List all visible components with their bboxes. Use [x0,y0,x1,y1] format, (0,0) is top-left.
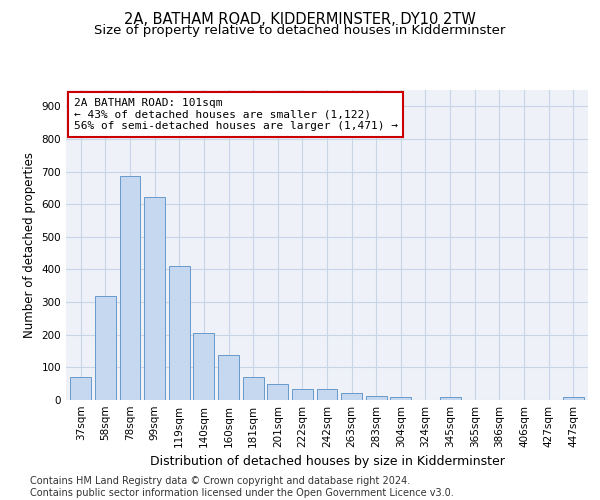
Bar [169,266,190,400]
Bar [95,296,116,400]
Bar [391,398,412,400]
Bar [366,396,387,400]
Bar [218,356,239,400]
Bar [242,377,263,400]
Bar [119,176,140,400]
Bar [292,388,313,400]
Bar [563,398,584,400]
Text: Contains HM Land Registry data © Crown copyright and database right 2024.
Contai: Contains HM Land Registry data © Crown c… [30,476,454,498]
Text: 2A, BATHAM ROAD, KIDDERMINSTER, DY10 2TW: 2A, BATHAM ROAD, KIDDERMINSTER, DY10 2TW [124,12,476,28]
Bar [144,197,165,400]
Text: 2A BATHAM ROAD: 101sqm
← 43% of detached houses are smaller (1,122)
56% of semi-: 2A BATHAM ROAD: 101sqm ← 43% of detached… [74,98,398,131]
Bar [317,388,337,400]
Bar [341,393,362,400]
X-axis label: Distribution of detached houses by size in Kidderminster: Distribution of detached houses by size … [149,456,505,468]
Bar [193,333,214,400]
Y-axis label: Number of detached properties: Number of detached properties [23,152,36,338]
Text: Size of property relative to detached houses in Kidderminster: Size of property relative to detached ho… [94,24,506,37]
Bar [267,384,288,400]
Bar [440,396,461,400]
Bar [70,376,91,400]
